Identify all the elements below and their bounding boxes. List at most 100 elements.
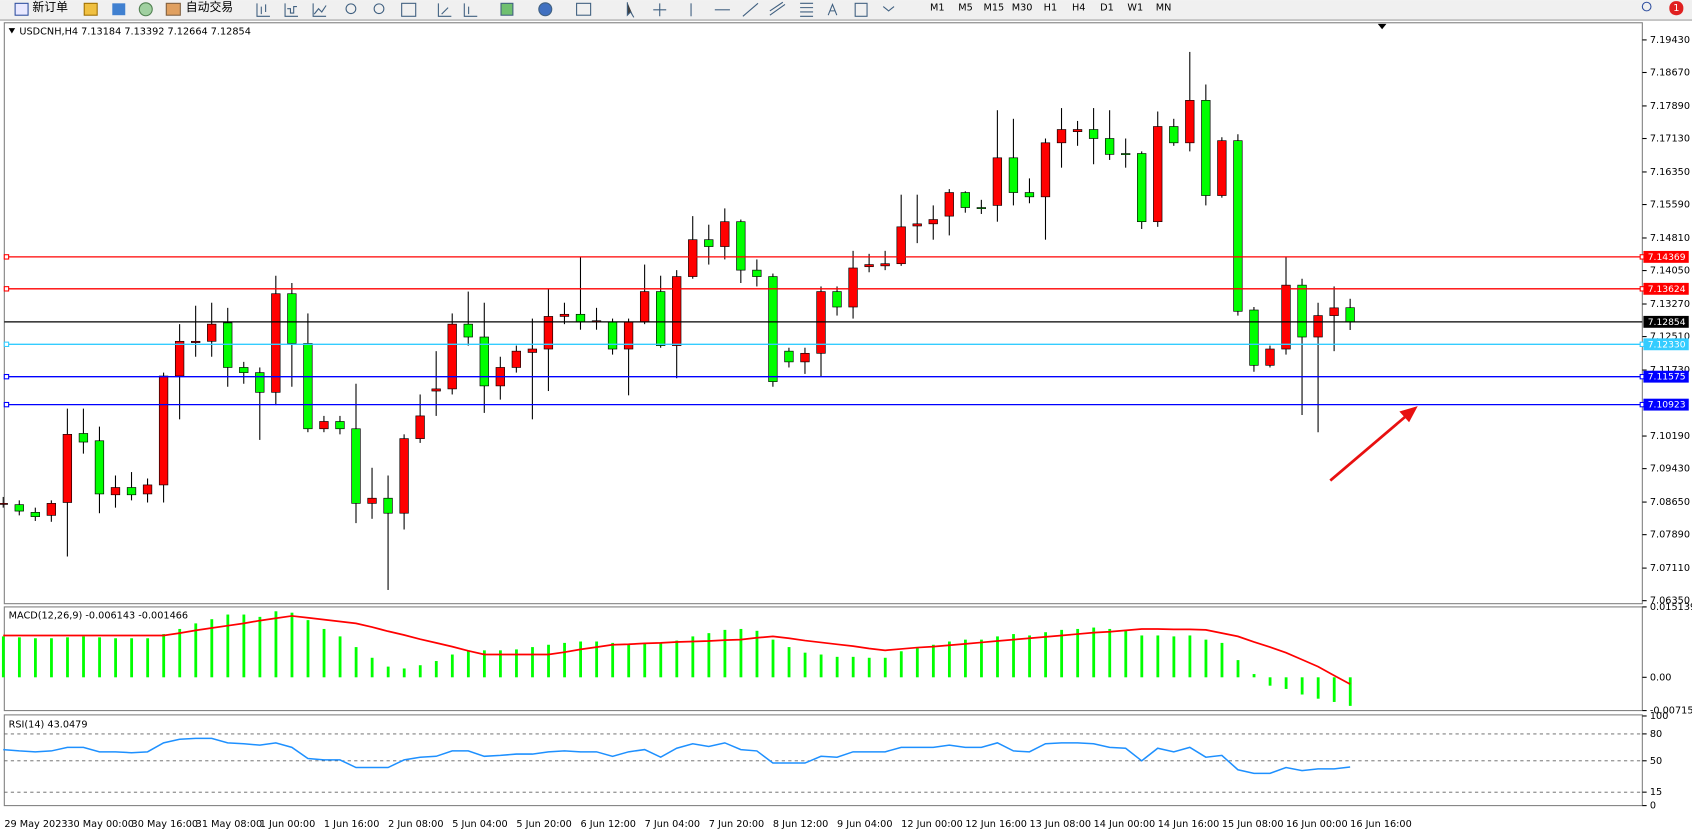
timeframe-button[interactable]: H1: [1044, 3, 1057, 14]
indicators-icon[interactable]: [500, 2, 514, 16]
macd-bar: [947, 641, 951, 678]
zoom-out-icon[interactable]: [373, 3, 385, 15]
y-tick-label: 0: [1650, 801, 1656, 812]
channel-icon[interactable]: [769, 1, 786, 16]
level-handle: [3, 401, 10, 408]
x-tick-label: 30 May 00:00: [67, 819, 134, 830]
candle-body: [191, 340, 201, 343]
macd-bar: [563, 642, 566, 678]
shift-icon[interactable]: [463, 3, 478, 17]
candle-body: [303, 343, 313, 430]
macd-bar: [1348, 677, 1352, 706]
candle-body: [1345, 307, 1355, 323]
candle-body: [0, 503, 8, 505]
line-chart-icon[interactable]: [312, 3, 327, 17]
candle-body: [704, 239, 714, 247]
toolbar-icon[interactable]: [138, 2, 153, 17]
macd-bar: [579, 641, 582, 678]
y-tick-label: 50: [1650, 756, 1662, 767]
macd-bar: [739, 628, 743, 678]
toolbar-icon[interactable]: [112, 3, 126, 16]
candle-body: [559, 313, 570, 317]
toolbar-icon[interactable]: [83, 2, 98, 16]
macd-bar: [723, 629, 727, 678]
candle-body: [880, 263, 890, 267]
candle-chart-icon[interactable]: [284, 3, 299, 17]
crosshair-icon[interactable]: [653, 3, 667, 17]
timeframes: M1 M5 M15 M30 H1 H4 D1 W1 MN: [930, 3, 1171, 14]
cursor-icon[interactable]: [626, 2, 635, 18]
timeframe-button[interactable]: MN: [1156, 3, 1172, 14]
candle-body: [944, 192, 954, 217]
candle-body: [415, 415, 425, 439]
timeframe-button[interactable]: H4: [1072, 3, 1085, 14]
trendline-icon[interactable]: [742, 2, 759, 17]
pane-title: RSI(14) 43.0479: [9, 720, 88, 731]
macd-bar: [1316, 677, 1320, 699]
y-tick-label: 7.18670: [1650, 67, 1690, 78]
price-tag-label: 7.14369: [1648, 252, 1686, 263]
candle-body: [912, 223, 922, 227]
timeframe-button[interactable]: M5: [958, 3, 973, 14]
macd-bar: [675, 640, 679, 678]
macd-bar: [17, 637, 21, 678]
timeframe-button[interactable]: D1: [1100, 3, 1114, 14]
level-handle: [3, 341, 10, 348]
macd-bar: [1332, 677, 1336, 702]
y-tick-label: 7.17130: [1650, 134, 1690, 145]
new-order-icon[interactable]: [14, 2, 29, 16]
candle-body: [864, 264, 874, 268]
timeframe-button[interactable]: M15: [983, 3, 1004, 14]
y-tick-label: 15: [1650, 787, 1662, 798]
macd-bar: [434, 661, 438, 678]
periods-icon[interactable]: [538, 2, 553, 17]
zoom-in-icon[interactable]: [345, 3, 357, 15]
notification-count[interactable]: 1: [1673, 3, 1679, 14]
search-icon[interactable]: [1641, 1, 1652, 12]
x-tick-label: 8 Jun 12:00: [773, 819, 828, 830]
auto-trading-icon[interactable]: [165, 2, 181, 16]
templates-icon[interactable]: [576, 2, 592, 16]
timeframe-button[interactable]: M30: [1012, 3, 1033, 14]
candle-body: [1056, 129, 1067, 144]
macd-bar: [114, 638, 117, 678]
text-icon[interactable]: [827, 2, 838, 16]
price-tag-label: 7.12330: [1648, 339, 1686, 350]
x-tick-label: 14 Jun 00:00: [1094, 819, 1156, 830]
arrows-icon[interactable]: [882, 6, 895, 12]
candle-body: [383, 497, 393, 514]
x-tick-label: 7 Jun 20:00: [709, 819, 764, 830]
timeframe-button[interactable]: W1: [1127, 3, 1143, 14]
candle-body: [575, 313, 586, 323]
macd-bar: [803, 652, 807, 678]
macd-bar: [34, 638, 37, 678]
y-tick-label: 7.15590: [1650, 200, 1690, 211]
macd-bar: [1092, 627, 1096, 678]
macd-bar: [1140, 635, 1144, 678]
candle-body: [367, 497, 377, 504]
macd-bar: [980, 639, 983, 678]
fibo-icon[interactable]: [800, 2, 814, 17]
macd-bar: [1268, 677, 1272, 686]
auto-trading-button[interactable]: 自动交易: [186, 0, 233, 14]
timeframe-button[interactable]: M1: [930, 3, 945, 14]
chart-menu-arrow[interactable]: [8, 28, 16, 34]
bar-chart-icon[interactable]: [256, 3, 270, 17]
tile-icon[interactable]: [401, 2, 417, 17]
macd-bar: [1028, 635, 1031, 678]
candle-body: [1072, 129, 1083, 132]
candle-body: [1281, 284, 1291, 350]
y-tick-label: 7.07110: [1650, 563, 1690, 574]
x-tick-label: 1 Jun 16:00: [324, 819, 379, 830]
level-handle: [3, 254, 10, 260]
macd-bar: [547, 644, 550, 678]
y-tick-label: 80: [1650, 729, 1662, 740]
candle-body: [720, 221, 730, 247]
autoscroll-icon[interactable]: [437, 3, 452, 17]
candle-body: [78, 433, 89, 443]
new-order-button[interactable]: 新订单: [32, 0, 68, 14]
candle-body: [672, 276, 682, 346]
label-icon[interactable]: [854, 2, 868, 17]
notification-badge[interactable]: [1669, 1, 1684, 16]
